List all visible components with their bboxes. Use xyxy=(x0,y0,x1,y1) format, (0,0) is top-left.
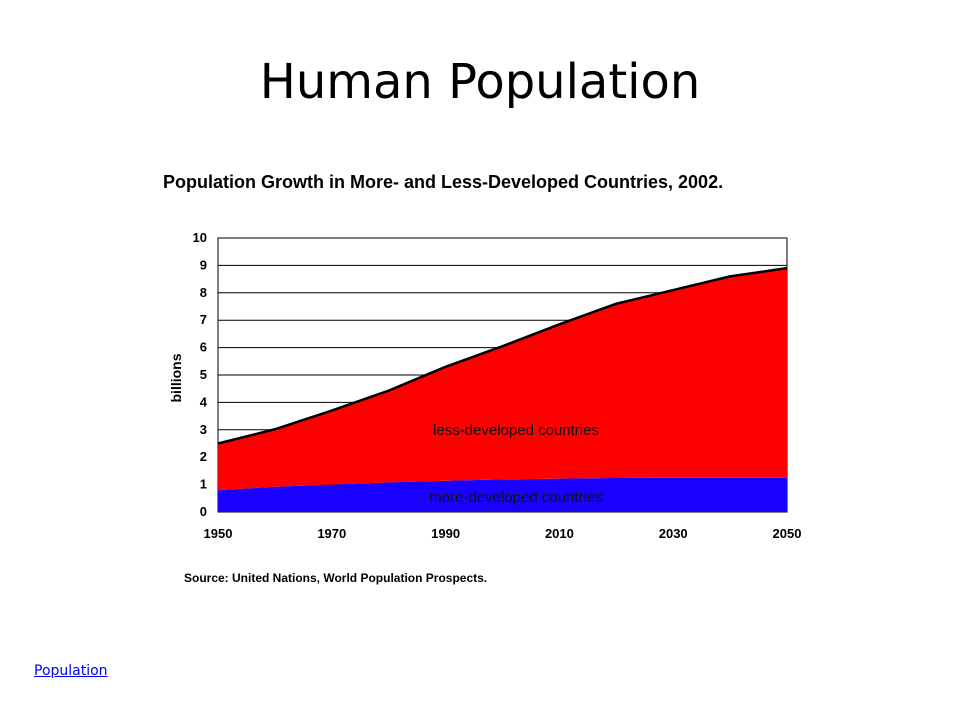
x-tick-label: 1970 xyxy=(317,526,346,541)
y-tick-label: 4 xyxy=(200,394,208,409)
population-link[interactable]: Population xyxy=(34,663,108,679)
area-label-more-developed: more-developed countries xyxy=(429,489,602,506)
total-outline xyxy=(217,266,788,445)
y-tick-label: 3 xyxy=(200,422,207,437)
x-tick-label: 2030 xyxy=(659,526,688,541)
y-tick-label: 1 xyxy=(200,477,207,492)
chart-title: Population Growth in More- and Less-Deve… xyxy=(163,172,723,192)
x-tick-label: 1950 xyxy=(204,526,233,541)
x-tick-label: 2010 xyxy=(545,526,574,541)
area-layer xyxy=(217,266,788,512)
chart-source: Source: United Nations, World Population… xyxy=(184,571,487,585)
y-tick-label: 8 xyxy=(200,285,207,300)
y-tick-label: 5 xyxy=(200,367,207,382)
y-tick-label: 9 xyxy=(200,257,207,272)
area-label-less-developed: less-developed countries xyxy=(433,422,599,439)
tick-layer: 0 1 2 3 4 5 6 7 8 9 10 1950 1970 1990 2010 2030 2050 xyxy=(193,230,802,541)
y-tick-label: 10 xyxy=(193,230,207,245)
y-tick-label: 0 xyxy=(200,504,207,519)
y-axis-label: billions xyxy=(168,353,184,402)
slide-title: Human Population xyxy=(259,54,701,110)
y-tick-label: 6 xyxy=(200,340,207,355)
x-tick-label: 1990 xyxy=(431,526,460,541)
area-more-developed xyxy=(218,477,787,512)
y-tick-label: 7 xyxy=(200,312,207,327)
y-tick-label: 2 xyxy=(200,449,207,464)
x-tick-label: 2050 xyxy=(773,526,802,541)
area-less-developed xyxy=(218,268,787,491)
